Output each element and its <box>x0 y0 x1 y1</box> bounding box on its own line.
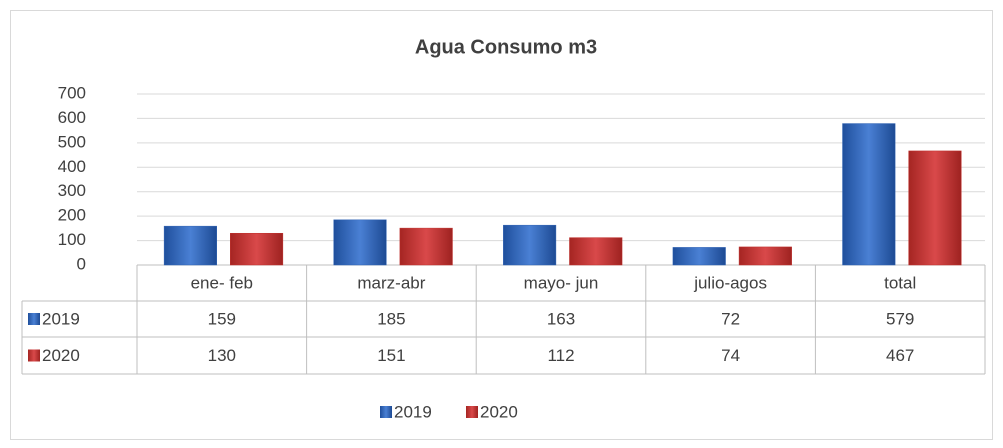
y-tick-label: 400 <box>58 157 86 176</box>
legend-key <box>466 406 478 418</box>
table-value: 112 <box>547 346 574 365</box>
x-tick-label: julio-agos <box>693 273 767 292</box>
chart-title: Agua Consumo m3 <box>415 36 597 58</box>
y-tick-label: 500 <box>58 132 86 151</box>
legend-key <box>380 406 392 418</box>
bar <box>738 246 792 266</box>
table-value: 74 <box>721 346 740 365</box>
legend-label: 2019 <box>394 402 432 421</box>
bar <box>908 150 962 266</box>
table-value: 159 <box>208 309 236 328</box>
bar <box>230 232 284 266</box>
table-row-label: 2020 <box>42 346 80 365</box>
table-value: 151 <box>377 346 405 365</box>
x-tick-label: total <box>884 273 916 292</box>
legend-key <box>28 349 40 362</box>
bar <box>842 123 896 266</box>
table-value: 163 <box>547 309 575 328</box>
legend-key <box>28 313 40 325</box>
bar <box>569 237 623 266</box>
y-tick-label: 700 <box>58 83 86 102</box>
table-value: 72 <box>721 309 740 328</box>
legend-label: 2020 <box>480 402 518 421</box>
y-tick-label: 600 <box>58 108 86 127</box>
chart-border <box>10 10 993 440</box>
y-tick-label: 300 <box>58 181 86 200</box>
bar <box>503 224 557 266</box>
x-tick-label: ene- feb <box>191 273 253 292</box>
bar <box>399 227 453 266</box>
x-tick-label: mayo- jun <box>524 273 599 292</box>
y-tick-label: 100 <box>58 230 86 249</box>
table-row-label: 2019 <box>42 309 80 328</box>
y-tick-label: 200 <box>58 206 86 225</box>
table-value: 467 <box>886 346 914 365</box>
bar <box>672 247 726 266</box>
table-value: 579 <box>886 309 914 328</box>
bar <box>163 225 217 266</box>
bar <box>333 219 387 266</box>
table-value: 185 <box>377 309 405 328</box>
table-value: 130 <box>208 346 236 365</box>
y-tick-label: 0 <box>77 254 86 273</box>
x-tick-label: marz-abr <box>357 273 425 292</box>
